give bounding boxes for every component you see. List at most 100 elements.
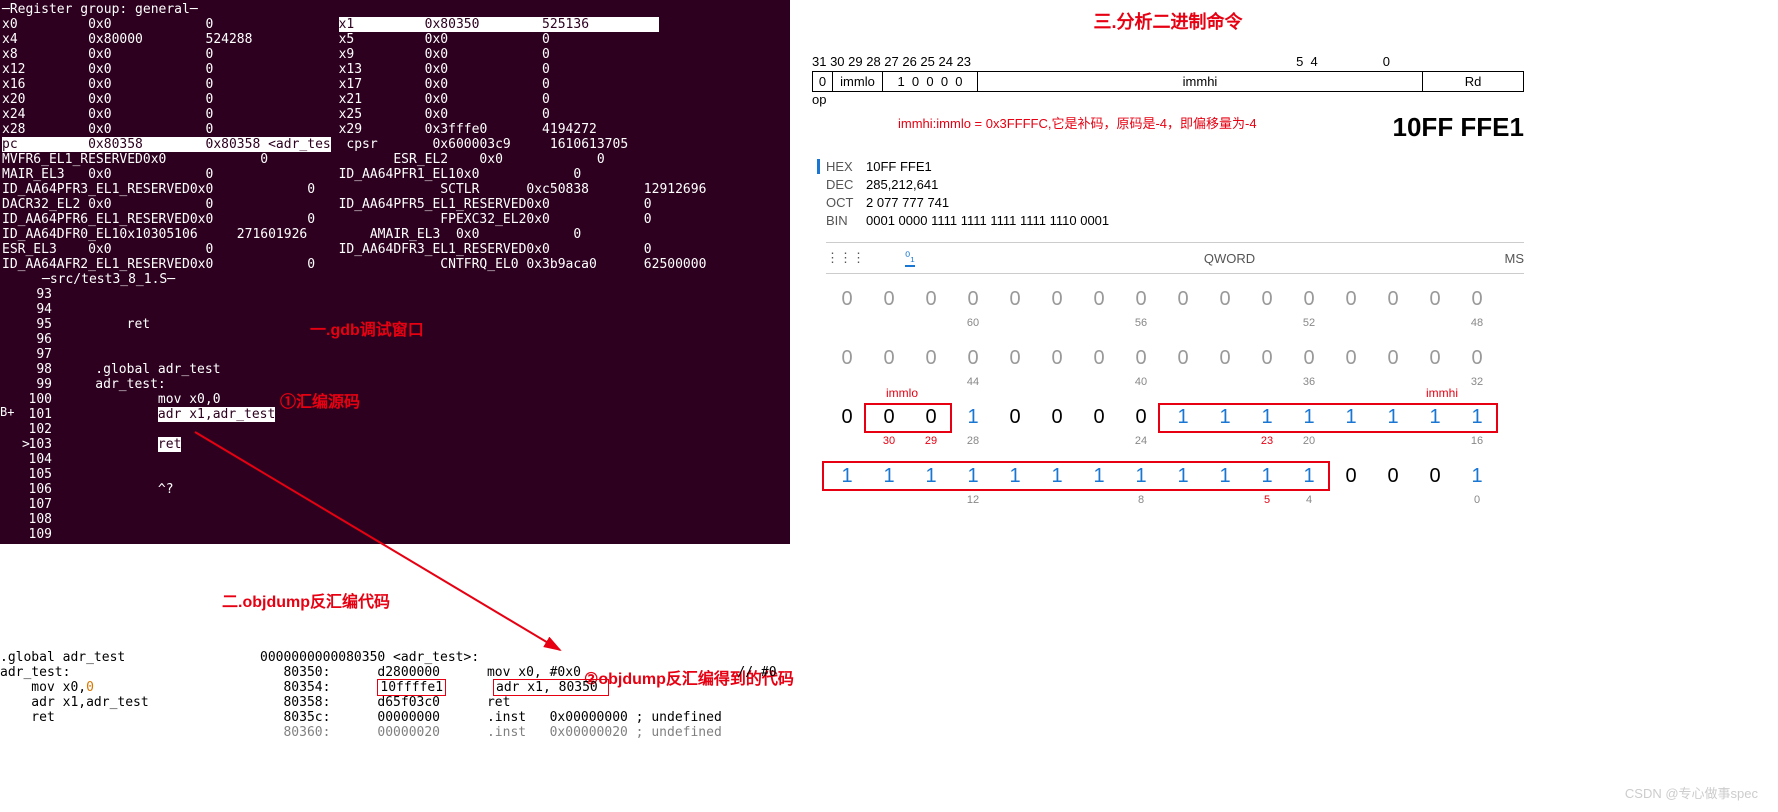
register-row: x8 0x0 0 x9 0x0 0 bbox=[2, 47, 788, 62]
bit-cell[interactable]: 0 bbox=[1120, 288, 1162, 311]
objdump-src-line: adr_test: bbox=[0, 665, 260, 680]
bit-cell[interactable]: 0 bbox=[1162, 288, 1204, 311]
register-row: DACR32_EL2 0x0 0 ID_AA64PFR5_EL1_RESERVE… bbox=[2, 197, 788, 212]
bit-cell[interactable]: 0 bbox=[1036, 288, 1078, 311]
register-row: x12 0x0 0 x13 0x0 0 bbox=[2, 62, 788, 77]
bit-cell[interactable]: 0 bbox=[1330, 347, 1372, 370]
bit-pos-row: 44403632 bbox=[826, 376, 1524, 388]
bit-cell[interactable]: 0 bbox=[1078, 406, 1120, 429]
src-line: 101 adr x1,adr_test bbox=[22, 407, 788, 422]
bit-cell[interactable]: 0 bbox=[1204, 288, 1246, 311]
register-row: x4 0x80000 524288 x5 0x0 0 bbox=[2, 32, 788, 47]
bit-header: 31 30 29 28 27 26 25 24 23 5 4 0 bbox=[812, 54, 1538, 69]
annot-asm-src: ①汇编源码 bbox=[280, 388, 360, 412]
right-panel: 三.分析二进制命令 31 30 29 28 27 26 25 24 23 5 4… bbox=[798, 0, 1538, 524]
src-line: 105 bbox=[22, 467, 788, 482]
base-rows: HEX10FF FFE1 DEC285,212,641 OCT2 077 777… bbox=[826, 159, 1538, 228]
src-line: 99 adr_test: bbox=[22, 377, 788, 392]
objdump-src-line: ret bbox=[0, 710, 260, 725]
src-line: 102 bbox=[22, 422, 788, 437]
highlight-box bbox=[1158, 403, 1498, 433]
base-hex[interactable]: HEX10FF FFE1 bbox=[817, 159, 1538, 174]
bit-cell[interactable]: 0 bbox=[1414, 347, 1456, 370]
annot-gdb-window: 一.gdb调试窗口 bbox=[310, 316, 424, 340]
objdump-src-line: adr x1,adr_test bbox=[0, 695, 260, 710]
disasm-header: 0000000000080350 <adr_test>: bbox=[260, 650, 777, 665]
bit-cell[interactable]: 0 bbox=[1120, 347, 1162, 370]
base-bin[interactable]: BIN0001 0000 1111 1111 1111 1111 1110 00… bbox=[826, 213, 1538, 228]
bit-cell[interactable]: 0 bbox=[1120, 406, 1162, 429]
src-line: 97 bbox=[22, 347, 788, 362]
bit-row: 0000000000000000 bbox=[826, 347, 1524, 370]
register-row: MAIR_EL3 0x0 0 ID_AA64PFR1_EL10x0 0 bbox=[2, 167, 788, 182]
disasm-line: 80350: d2800000 mov x0, #0x0 // #0 bbox=[260, 665, 777, 680]
bit-pos-row: 30292824232016 bbox=[826, 435, 1524, 447]
register-row: pc 0x80358 0x80358 <adr_tes cpsr 0x60000… bbox=[2, 137, 788, 152]
bit-cell[interactable]: 0 bbox=[994, 406, 1036, 429]
bit-cell[interactable]: 0 bbox=[1330, 288, 1372, 311]
register-group-title: ─Register group: general─ bbox=[2, 2, 788, 17]
disasm-line: 80358: d65f03c0 ret bbox=[260, 695, 777, 710]
bit-cell[interactable]: 0 bbox=[952, 288, 994, 311]
bit-cell[interactable]: 0 bbox=[1036, 406, 1078, 429]
bit-cell[interactable]: 0 bbox=[1372, 288, 1414, 311]
bit-cell[interactable]: 0 bbox=[1414, 288, 1456, 311]
bit-toggle-icon[interactable]: ⁰₁ bbox=[905, 249, 915, 267]
bit-cell[interactable]: 0 bbox=[1372, 347, 1414, 370]
objdump-src-line: .global adr_test bbox=[0, 650, 260, 665]
bit-cell[interactable]: 0 bbox=[826, 288, 868, 311]
bit-cell[interactable]: 0 bbox=[910, 288, 952, 311]
register-row: ID_AA64DFR0_EL10x10305106 271601926 AMAI… bbox=[2, 227, 788, 242]
highlight-box bbox=[822, 461, 1330, 491]
base-oct[interactable]: OCT2 077 777 741 bbox=[826, 195, 1538, 210]
keypad-icon[interactable]: ⋮⋮⋮ bbox=[826, 250, 865, 266]
base-dec[interactable]: DEC285,212,641 bbox=[826, 177, 1538, 192]
bit-cell[interactable]: 0 bbox=[826, 347, 868, 370]
bit-cell[interactable]: 0 bbox=[826, 406, 868, 429]
bit-cell[interactable]: 0 bbox=[994, 347, 1036, 370]
bit-cell[interactable]: 0 bbox=[994, 288, 1036, 311]
bit-cell[interactable]: 0 bbox=[952, 347, 994, 370]
src-line: 104 bbox=[22, 452, 788, 467]
register-row: MVFR6_EL1_RESERVED0x0 0 ESR_EL2 0x0 0 bbox=[2, 152, 788, 167]
breakpoint-marker: B+ bbox=[0, 405, 14, 419]
analyze-title: 三.分析二进制命令 bbox=[798, 8, 1538, 34]
ms-button[interactable]: MS bbox=[1505, 251, 1525, 266]
src-line: 98 .global adr_test bbox=[22, 362, 788, 377]
op-label: op bbox=[812, 92, 1538, 107]
register-row: ID_AA64AFR2_EL1_RESERVED0x0 0 CNTFRQ_EL0… bbox=[2, 257, 788, 272]
bit-cell[interactable]: 0 bbox=[868, 347, 910, 370]
bit-row: 0000000000000000 bbox=[826, 288, 1524, 311]
left-panel: ─Register group: general─ x0 0x0 0 x1 0x… bbox=[0, 0, 790, 544]
bit-cell[interactable]: 0 bbox=[1330, 465, 1372, 488]
word-size[interactable]: QWORD bbox=[955, 251, 1505, 266]
bit-cell[interactable]: 1 bbox=[952, 406, 994, 429]
bit-cell[interactable]: 0 bbox=[1246, 288, 1288, 311]
bit-cell[interactable]: 0 bbox=[1162, 347, 1204, 370]
bit-cell[interactable]: 0 bbox=[1204, 347, 1246, 370]
bit-cell[interactable]: 0 bbox=[1036, 347, 1078, 370]
bit-cell[interactable]: 0 bbox=[1456, 288, 1498, 311]
bit-cell[interactable]: 0 bbox=[868, 288, 910, 311]
bit-cell[interactable]: 0 bbox=[1078, 347, 1120, 370]
register-row: x0 0x0 0 x1 0x80350 525136 bbox=[2, 17, 788, 32]
src-line: 107 bbox=[22, 497, 788, 512]
bit-cell[interactable]: 0 bbox=[1078, 288, 1120, 311]
src-line: 100 mov x0,0 bbox=[22, 392, 788, 407]
src-title: ─src/test3_8_1.S─ bbox=[42, 272, 788, 287]
calc-toolbar: ⋮⋮⋮ ⁰₁ QWORD MS bbox=[826, 242, 1524, 274]
objdump-section: .global adr_testadr_test: mov x0,0 adr x… bbox=[0, 620, 790, 755]
bit-cell[interactable]: 0 bbox=[910, 347, 952, 370]
bit-cell[interactable]: 0 bbox=[1456, 347, 1498, 370]
src-line: 108 bbox=[22, 512, 788, 527]
src-line: 94 bbox=[22, 302, 788, 317]
bit-cell[interactable]: 0 bbox=[1246, 347, 1288, 370]
disasm-line: 80360: 00000020 .inst 0x00000020 ; undef… bbox=[260, 725, 777, 740]
bit-cell[interactable]: 0 bbox=[1414, 465, 1456, 488]
bit-cell[interactable]: 0 bbox=[1372, 465, 1414, 488]
disasm-line: 8035c: 00000000 .inst 0x00000000 ; undef… bbox=[260, 710, 777, 725]
annot-objdump-title: 二.objdump反汇编代码 bbox=[222, 588, 390, 612]
bit-cell[interactable]: 0 bbox=[1288, 288, 1330, 311]
bit-cell[interactable]: 1 bbox=[1456, 465, 1498, 488]
bit-cell[interactable]: 0 bbox=[1288, 347, 1330, 370]
